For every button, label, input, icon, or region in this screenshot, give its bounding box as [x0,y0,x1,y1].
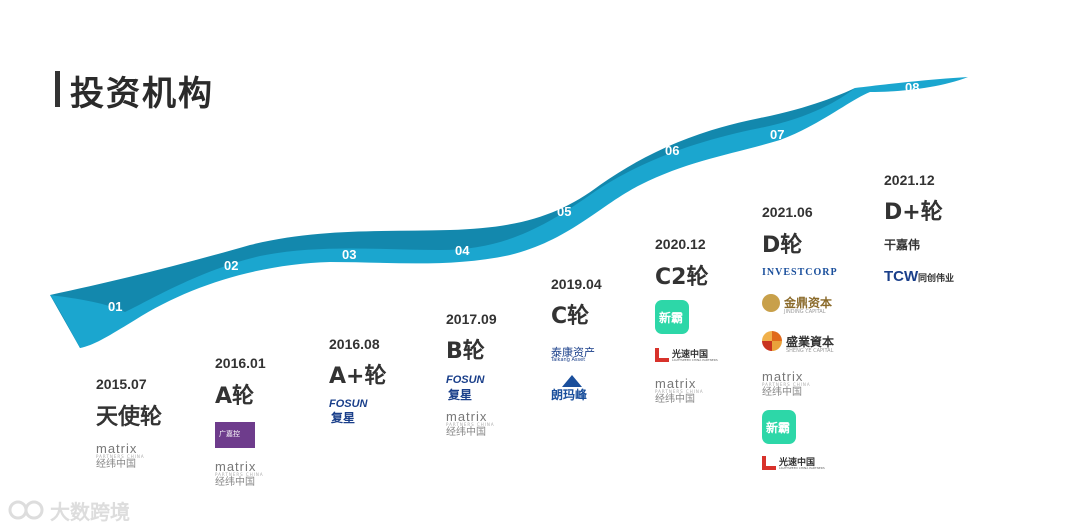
stage-date-6: 2020.12 [655,236,706,252]
xinba-text: 新霸 [659,311,684,325]
stage-date-1: 2015.07 [96,376,147,392]
guangjia-text: 广嘉控 [219,430,240,438]
matrix-sub: PARTNERS CHINA [762,382,811,387]
xinba-logo: 新霸 [762,410,796,444]
stage-date-4: 2017.09 [446,311,497,327]
lightspeed-logo-en: LIGHTSPEED CHINA PARTNERS [672,358,718,362]
tcw-logo-cn: 同创伟业 [918,274,955,284]
matrix-logo: matrix PARTNERS CHINA 经纬中国 [655,377,725,405]
lightspeed-logo-cn: 光速中国 [779,458,816,468]
lightspeed-logo-cn: 光速中国 [672,350,709,360]
tcw-logo: TCW [884,268,919,285]
stage-number-4: 04 [455,243,470,258]
matrix-cn: 经纬中国 [215,477,255,488]
jinding-logo-en: JINDING CAPITAL [784,309,826,315]
guangjia-logo: 广嘉控 [215,422,255,448]
ribbon-underside [50,88,860,348]
matrix-logo: matrix PARTNERS CHINA 经纬中国 [96,442,166,470]
fosun-logo-cn: 复星 [448,388,473,402]
matrix-name: matrix [215,459,257,474]
fosun-logo-en: FOSUN [329,398,368,410]
stage-round-4: B轮 [446,339,485,364]
xinba-logo: 新霸 [655,300,689,334]
stage-number-8: 08 [905,80,920,95]
matrix-cn: 经纬中国 [762,387,802,398]
taikang-logo-en: Taikang Asset [551,357,586,363]
fosun-logo-en: FOSUN [446,374,485,386]
stage-date-8: 2021.12 [884,172,935,188]
stage-date-3: 2016.08 [329,336,380,352]
matrix-sub: PARTNERS CHINA [96,454,145,459]
stage-number-1: 01 [108,299,123,314]
stage-round-1: 天使轮 [96,405,163,430]
stage-date-7: 2021.06 [762,204,813,220]
matrix-name: matrix [655,376,697,391]
stage-round-7: D轮 [762,233,803,258]
langmafeng-mountain-icon [562,375,582,387]
stage-round-2: A轮 [215,384,255,409]
matrix-cn: 经纬中国 [655,394,695,405]
lightspeed-icon [762,456,776,470]
matrix-cn: 经纬中国 [446,427,486,438]
matrix-logo: matrix PARTNERS CHINA 经纬中国 [446,410,516,438]
matrix-logo: matrix PARTNERS CHINA 经纬中国 [215,460,285,488]
title-accent-bar [55,71,60,107]
fosun-logo-cn: 复星 [331,411,356,425]
matrix-cn: 经纬中国 [96,459,136,470]
stage-round-5: C轮 [551,304,590,329]
watermark: 大数跨境 [50,500,130,524]
matrix-name: matrix [762,369,804,384]
stage-date-2: 2016.01 [215,355,266,371]
lightspeed-icon [655,348,669,362]
shengye-logo-cn: 盛業資本 [786,335,835,349]
shengye-logo-en: SHENG YE CAPITAL [786,348,834,354]
stage-number-3: 03 [342,247,357,262]
ribbon-main [50,77,968,348]
xinba-text: 新霸 [766,421,791,435]
matrix-name: matrix [446,409,488,424]
stage-round-8: D+轮 [884,200,943,225]
stage-date-5: 2019.04 [551,276,602,292]
stage-number-7: 07 [770,127,785,142]
stage-number-2: 02 [224,258,239,273]
shengye-icon [762,331,782,351]
stage-number-5: 05 [557,204,572,219]
stage-round-3: A+轮 [329,364,387,389]
stage-number-6: 06 [665,143,680,158]
matrix-sub: PARTNERS CHINA [446,422,495,427]
matrix-name: matrix [96,441,138,456]
watermark-logo-icon [8,500,44,520]
jinding-icon [762,294,780,312]
matrix-sub: PARTNERS CHINA [655,389,704,394]
langmafeng-logo: 朗玛峰 [551,388,588,402]
jinding-logo-cn: 金鼎资本 [784,296,833,310]
matrix-sub: PARTNERS CHINA [215,472,264,477]
matrix-logo: matrix PARTNERS CHINA 经纬中国 [762,370,832,398]
page-title: 投资机构 [70,74,214,114]
stage-round-6: C2轮 [655,265,709,290]
investcorp-logo: INVESTCORP [762,267,838,278]
lightspeed-logo-en: LIGHTSPEED CHINA PARTNERS [779,466,825,470]
taikang-logo-cn: 泰康资产 [551,346,595,359]
ganjiawei-name: 干嘉伟 [884,238,921,252]
